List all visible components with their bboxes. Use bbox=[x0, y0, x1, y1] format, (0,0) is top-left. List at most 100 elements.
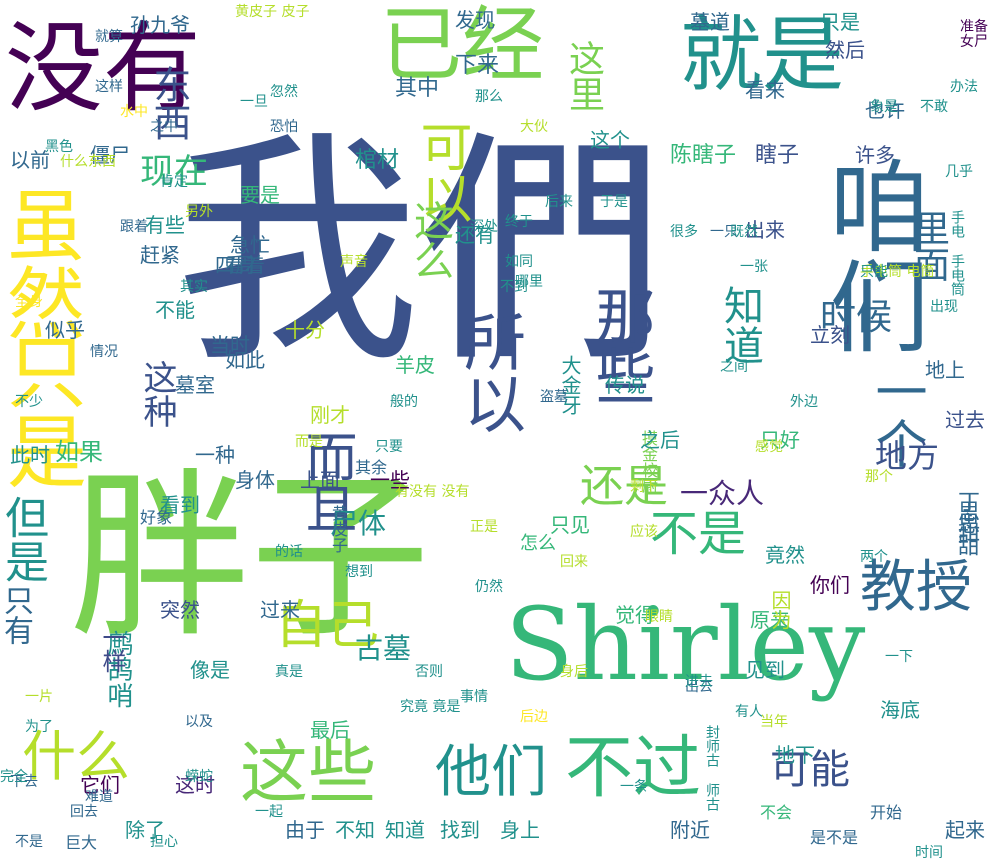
cloud-word: 这个 bbox=[590, 128, 630, 152]
cloud-word: 想到 bbox=[345, 564, 373, 580]
cloud-word: 没有 bbox=[5, 12, 202, 126]
cloud-word: 海底 bbox=[880, 698, 920, 722]
cloud-word: 黄皮子 bbox=[329, 505, 348, 553]
cloud-word: 时间 bbox=[915, 845, 943, 860]
cloud-word: 不到 bbox=[500, 279, 528, 295]
cloud-word: 突然 bbox=[160, 598, 200, 622]
cloud-word: 恐怕 bbox=[270, 119, 298, 135]
cloud-word: 眼睛 bbox=[645, 609, 673, 625]
cloud-word: 由于 bbox=[285, 818, 325, 842]
cloud-word: 好象 bbox=[140, 508, 173, 527]
cloud-word: 看着 bbox=[225, 253, 265, 277]
cloud-word: 两个 bbox=[860, 549, 888, 565]
cloud-word: 找到 bbox=[440, 818, 480, 842]
cloud-word: 一只 bbox=[710, 224, 738, 240]
cloud-word: 身体 bbox=[235, 468, 275, 492]
cloud-word: 而是 bbox=[295, 434, 323, 450]
cloud-word: 此时 bbox=[10, 443, 50, 467]
cloud-word: 丁思甜 bbox=[954, 490, 979, 556]
cloud-word: 其实 bbox=[180, 279, 208, 295]
cloud-word: 觉得 bbox=[615, 603, 655, 627]
cloud-word: 为了 bbox=[25, 719, 53, 735]
cloud-word: 哪里 bbox=[515, 274, 543, 290]
cloud-word: 终于 bbox=[505, 214, 533, 230]
cloud-word: 四周 bbox=[215, 253, 255, 277]
cloud-word: 就是 bbox=[680, 8, 845, 103]
cloud-word: 可以 bbox=[411, 120, 471, 224]
cloud-word: 一旦 bbox=[240, 94, 268, 110]
cloud-word: 当年 bbox=[760, 714, 788, 730]
cloud-word: 情况 bbox=[90, 344, 118, 360]
cloud-word: 已经 bbox=[380, 0, 545, 93]
cloud-word: 看来 bbox=[745, 78, 785, 102]
cloud-word: 般的 bbox=[390, 394, 418, 410]
cloud-word: 完全 bbox=[0, 769, 28, 785]
cloud-word: 只要 bbox=[375, 439, 403, 455]
cloud-word: 不是 bbox=[15, 834, 43, 850]
cloud-word: 水中 bbox=[120, 104, 148, 120]
cloud-word: 知道 bbox=[717, 285, 763, 365]
cloud-word: 其中 bbox=[395, 76, 440, 101]
cloud-word: 你们 bbox=[810, 573, 850, 597]
cloud-word: 深处 bbox=[470, 219, 498, 235]
cloud-word: 教授 bbox=[860, 555, 972, 620]
cloud-word: 似乎 bbox=[45, 318, 85, 342]
cloud-word: 他们 bbox=[435, 740, 547, 805]
cloud-word: 手电筒 电筒 bbox=[860, 264, 935, 280]
cloud-word: 一片 bbox=[25, 689, 53, 705]
cloud-word: 还是 bbox=[580, 461, 668, 512]
cloud-word: 墓室 bbox=[175, 373, 215, 397]
cloud-word: 不是 bbox=[650, 506, 747, 562]
cloud-word: 不少 bbox=[15, 394, 43, 410]
cloud-word: 鹧鸪哨 bbox=[103, 630, 133, 708]
cloud-word: 这种 bbox=[137, 360, 177, 428]
cloud-word: 声音 bbox=[340, 254, 368, 270]
cloud-word: 它们 bbox=[80, 773, 120, 797]
cloud-word: 跟着 bbox=[120, 219, 148, 235]
cloud-word: 竟然 bbox=[765, 543, 805, 567]
cloud-word: 胖子 bbox=[70, 453, 431, 662]
cloud-word: 原来 bbox=[750, 608, 790, 632]
cloud-word: 里面 bbox=[908, 210, 949, 282]
cloud-word: 那么 bbox=[475, 89, 503, 105]
cloud-word: 只见 bbox=[550, 513, 590, 537]
cloud-word: 之间 bbox=[720, 359, 748, 375]
cloud-word: 之中 bbox=[150, 119, 178, 135]
cloud-word: 咱们 bbox=[812, 155, 929, 355]
cloud-word: 担心 bbox=[150, 834, 178, 850]
cloud-word: 盗墓 bbox=[540, 389, 568, 405]
cloud-word: 过来 bbox=[260, 598, 300, 622]
cloud-word: 十分 bbox=[285, 318, 325, 342]
cloud-word: 时候 bbox=[820, 297, 893, 338]
cloud-word: 而且 bbox=[296, 430, 356, 534]
cloud-word: 瞎子 bbox=[755, 143, 800, 168]
cloud-word: 回去 bbox=[70, 804, 98, 820]
cloud-word: 什么 bbox=[22, 725, 130, 788]
cloud-word: 那些 bbox=[585, 285, 655, 405]
cloud-word: 棺材 bbox=[355, 148, 400, 173]
cloud-word: 最后 bbox=[310, 718, 350, 742]
cloud-word: 赶紧 bbox=[140, 243, 180, 267]
cloud-word: 后来 bbox=[545, 194, 573, 210]
cloud-word: 刚才 bbox=[310, 403, 350, 427]
cloud-word: 仍然 bbox=[475, 579, 503, 595]
cloud-word: 因为 bbox=[768, 590, 792, 630]
cloud-word: 也许 bbox=[865, 98, 905, 122]
cloud-word: 墓道 bbox=[690, 10, 730, 34]
cloud-word: 地上 bbox=[925, 358, 965, 382]
cloud-word: 不知 bbox=[335, 818, 375, 842]
cloud-word: 以及 bbox=[185, 714, 213, 730]
cloud-word: 一个 bbox=[866, 365, 926, 469]
cloud-word: 这里 bbox=[563, 40, 604, 112]
cloud-word: 几乎 bbox=[945, 164, 973, 180]
cloud-word: 准备 bbox=[960, 19, 988, 35]
cloud-word: 手电 手电筒 bbox=[949, 210, 965, 296]
cloud-word: 只是 bbox=[820, 10, 860, 34]
cloud-word: 如果 bbox=[55, 438, 103, 466]
cloud-word: 传说 bbox=[605, 373, 645, 397]
cloud-word: 尸体 bbox=[330, 507, 387, 540]
cloud-word: 一种 bbox=[195, 443, 235, 467]
cloud-word: 身上 bbox=[500, 818, 540, 842]
cloud-word: 下去 bbox=[10, 774, 38, 790]
